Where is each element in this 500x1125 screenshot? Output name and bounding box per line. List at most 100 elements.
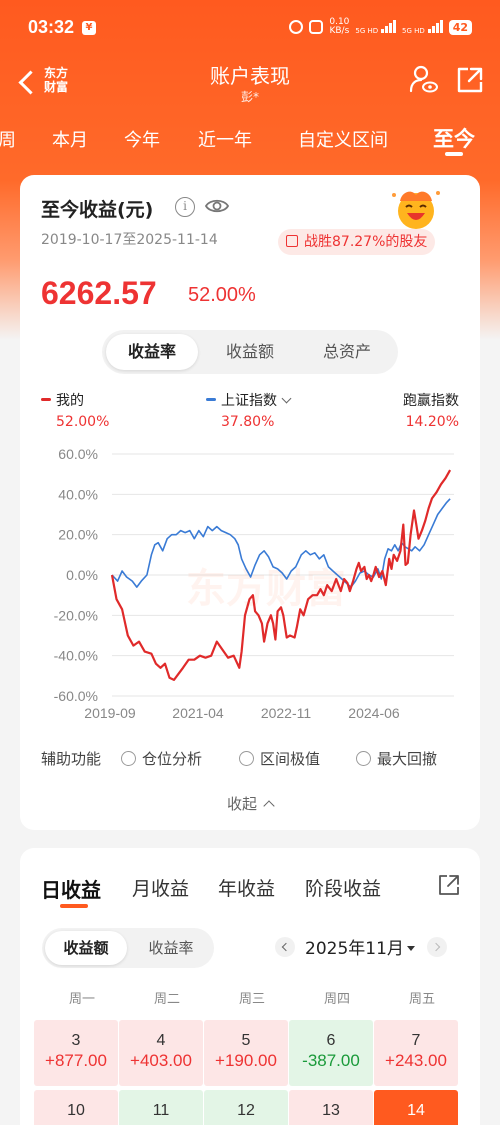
network-speed: 0.10 KB/s [329, 18, 349, 36]
tab-monthly-profit[interactable]: 月收益 [132, 878, 190, 900]
share-icon[interactable] [456, 66, 484, 94]
calendar-day[interactable]: 10 [34, 1090, 118, 1125]
alarm-icon [289, 20, 304, 34]
calendar-day[interactable]: 11 [119, 1090, 203, 1125]
status-bar: 03:32 ¥ 0.10 KB/s 5G HD 5G HD 42 [0, 0, 500, 58]
tab-custom-range[interactable]: 自定义区间 [298, 130, 388, 151]
series-line-index [111, 498, 451, 588]
day-number: 10 [67, 1102, 85, 1119]
legend-outperform: 跑赢指数 14.20% [360, 390, 459, 430]
tab-stage-profit[interactable]: 阶段收益 [305, 878, 382, 900]
calendar-day[interactable]: 3 +877.00 [34, 1020, 118, 1086]
tab-daily-profit[interactable]: 日收益 [41, 878, 101, 902]
performance-card: 至今收益(元) i 2019-10-17至2025-11-14 战胜87.27%… [20, 175, 480, 830]
legend-swatch-mine [41, 398, 51, 401]
series-line-mine [110, 469, 452, 681]
total-profit-rate: 52.00% [188, 284, 256, 306]
prev-month-icon[interactable] [275, 937, 295, 957]
beat-peers-badge[interactable]: 战胜87.27%的股友 [278, 229, 436, 255]
day-profit: +243.00 [385, 1051, 447, 1070]
network-type-1: 5G HD [355, 26, 379, 35]
metric-rate[interactable]: 收益率 [148, 939, 194, 957]
app-notification-icon: ¥ [82, 21, 96, 35]
total-profit-value: 6262.57 [41, 275, 157, 311]
view-return-rate[interactable]: 收益率 [106, 334, 198, 370]
calendar-day[interactable]: 4 +403.00 [119, 1020, 203, 1086]
day-number: 3 [71, 1032, 81, 1049]
month-label: 2025年11月 [305, 939, 404, 959]
next-month-icon[interactable] [427, 937, 447, 957]
eye-icon[interactable] [205, 195, 229, 217]
legend-value-index: 37.80% [221, 414, 275, 430]
calendar-day[interactable]: 6 -387.00 [289, 1020, 373, 1086]
day-number: 13 [322, 1102, 340, 1119]
chart-watermark: 东方财富 [186, 566, 346, 612]
period-tabs: 周 本月 今年 近一年 自定义区间 至今 [0, 118, 500, 162]
day-number: 7 [411, 1032, 421, 1049]
calendar-day[interactable]: 13 [289, 1090, 373, 1125]
share-icon[interactable] [438, 874, 460, 896]
legend-value-mine: 52.00% [56, 414, 110, 430]
signal-2: 5G HD [402, 19, 443, 36]
calendar-day[interactable]: 7 +243.00 [374, 1020, 458, 1086]
legend-name-index: 上证指数 [221, 393, 277, 409]
day-profit: +403.00 [130, 1051, 192, 1070]
month-selector[interactable]: 2025年11月 [305, 934, 415, 959]
calendar-day[interactable]: 12 [204, 1090, 288, 1125]
status-time: 03:32 [28, 17, 75, 37]
calendar-day[interactable]: 5 +190.00 [204, 1020, 288, 1086]
x-tick-label: 2021-04 [172, 705, 224, 720]
legend-mine: 我的 52.00% [41, 390, 109, 430]
chevron-down-icon [281, 393, 292, 404]
option-position-analysis-label: 仓位分析 [142, 750, 203, 768]
account-name: 彭* [240, 90, 259, 104]
y-tick-label: 0.0% [66, 567, 98, 583]
tab-week[interactable]: 周 [0, 130, 16, 151]
info-icon[interactable]: i [175, 197, 195, 217]
day-profit: +877.00 [45, 1051, 107, 1070]
tab-since-inception[interactable]: 至今 [433, 127, 475, 151]
option-max-drawdown[interactable]: 最大回撤 [356, 748, 437, 769]
return-chart[interactable]: 60.0% 40.0% 20.0% 0.0% -20.0% -40.0% -60.0% 东方财… [20, 440, 480, 720]
tab-yearly-profit[interactable]: 年收益 [218, 878, 276, 900]
legend-index[interactable]: 上证指数 37.80% [206, 390, 292, 430]
collapse-button[interactable]: 收起 [20, 793, 480, 814]
network-speed-unit: KB/s [329, 26, 350, 36]
metric-amount[interactable]: 收益额 [45, 931, 127, 965]
option-range-extremes-label: 区间极值 [260, 750, 321, 768]
chevron-up-icon [263, 800, 275, 812]
network-type-2: 5G HD [402, 26, 425, 35]
tab-this-year[interactable]: 今年 [124, 130, 160, 151]
app-header: 东方 财富 账户表现 彭* [0, 58, 500, 108]
option-max-drawdown-label: 最大回撤 [377, 750, 438, 768]
daily-metric-toggle: 收益额 收益率 [42, 928, 214, 968]
legend-name-outperform: 跑赢指数 [403, 393, 459, 409]
day-profit: -387.00 [302, 1051, 360, 1070]
collapse-label: 收起 [226, 795, 257, 813]
signal-1: 5G HD [355, 19, 397, 36]
signal-bars-icon [427, 19, 443, 33]
day-number: 4 [156, 1032, 166, 1049]
view-profit-amount[interactable]: 收益额 [225, 342, 274, 361]
tab-this-month[interactable]: 本月 [52, 130, 88, 151]
daily-tab-underline [60, 904, 88, 908]
active-tab-underline [445, 152, 463, 156]
y-tick-label: 40.0% [58, 486, 98, 502]
daily-profit-card: 日收益 月收益 年收益 阶段收益 收益额 收益率 2025年11月 周一 周二 … [20, 848, 480, 1125]
radio-circle-icon [239, 751, 254, 766]
user-view-icon[interactable] [408, 64, 438, 94]
y-tick-label: -60.0% [54, 688, 98, 704]
option-range-extremes[interactable]: 区间极值 [239, 748, 320, 769]
x-tick-label: 2024-06 [348, 705, 400, 720]
weekday-tue: 周二 [153, 992, 180, 1007]
legend-swatch-index [206, 398, 216, 401]
tab-last-year[interactable]: 近一年 [198, 130, 252, 151]
view-total-assets[interactable]: 总资产 [322, 342, 371, 361]
option-position-analysis[interactable]: 仓位分析 [121, 748, 202, 769]
radio-circle-icon [121, 751, 136, 766]
day-number: 12 [237, 1102, 255, 1119]
date-range: 2019-10-17至2025-11-14 [41, 232, 218, 248]
calendar-day[interactable]: 14 [374, 1090, 458, 1125]
month-navigator: 2025年11月 [275, 934, 447, 962]
day-number: 6 [326, 1032, 336, 1049]
